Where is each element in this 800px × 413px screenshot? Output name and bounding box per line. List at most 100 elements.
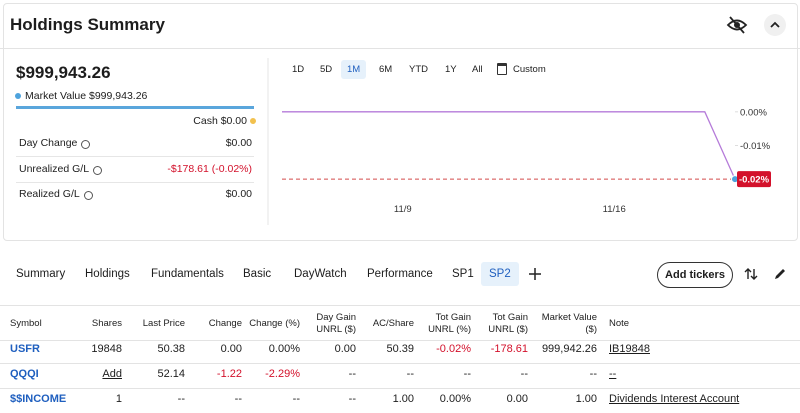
tab[interactable]: Fundamentals [151,268,224,280]
table-cell: -- [463,368,471,380]
column-header: Symbol [10,318,42,329]
column-header: Day Gain UNRL ($) [316,312,356,335]
y-tick-label: -0.01% [740,141,771,152]
row-label: Unrealized G/L [19,162,90,175]
row-divider [16,181,254,183]
collapse-button[interactable] [763,13,787,37]
column-header: Last Price [142,318,185,329]
table-cell: -- [234,393,242,405]
tab[interactable]: Summary [16,268,66,280]
table-cell: -0.02% [436,343,471,355]
symbol-link[interactable]: $$INCOME [10,393,67,405]
range-button[interactable]: All [472,64,483,75]
tab[interactable]: Performance [367,268,433,280]
column-header: Change [208,318,242,329]
tab[interactable]: Holdings [85,268,130,280]
total-value: $999,943.26 [16,63,111,82]
column-header: AC/Share [372,318,414,329]
edit-icon[interactable] [773,267,787,281]
add-tab[interactable] [528,267,542,281]
table-cell: -- [348,393,356,405]
column-header: Tot Gain UNRL ($) [488,312,528,335]
range-button[interactable]: 1M [341,60,367,79]
header-divider [0,48,800,49]
table-cell: 0.00 [506,393,528,405]
row-label: Day Change [19,137,78,149]
row-value: -$178.61 (-0.02%) [167,162,252,175]
tab[interactable]: Basic [243,268,272,280]
column-header: Shares [91,318,122,329]
table-cell: -2.29% [265,368,300,380]
table-cell: 19848 [91,343,122,355]
row-value: $0.00 [225,137,252,149]
table-cell: -- [348,368,356,380]
y-tick-label: 0.00% [740,107,767,118]
table-cell[interactable]: Add [102,368,122,380]
x-tick-label: 11/16 [603,204,626,215]
hide-icon[interactable] [726,15,748,35]
tab[interactable]: SP2 [481,262,519,286]
cash-dot [250,118,256,124]
table-cell: -- [406,368,414,380]
range-button[interactable]: 6M [379,64,393,75]
column-header: Change (%) [249,318,300,329]
range-button[interactable]: YTD [409,64,428,75]
info-icon [81,140,91,149]
cash-value: Cash $0.00 [193,115,247,127]
table-cell: Dividends Interest Account [609,393,740,405]
table-cell: -- [177,393,185,405]
row-divider [16,156,254,157]
table-cell: 0.00 [220,343,242,355]
range-button[interactable]: 1D [292,64,305,75]
market-value: Market Value $999,943.26 [25,90,148,102]
market-dot [15,93,21,99]
row-value: $0.00 [225,188,252,200]
table-cell: -- [609,368,617,380]
row-line [0,388,800,389]
allocation-bar [16,106,254,109]
table-cell: -1.22 [216,368,242,380]
value-label-bg [737,171,771,188]
value-label: -0.02% [739,175,770,186]
info-icon [93,165,103,175]
row-line [0,363,800,364]
header-line [0,340,800,341]
table-cell: 1.00 [392,393,414,405]
range-button[interactable]: 5D [320,64,333,75]
table-cell: -178.61 [490,343,528,355]
range-button[interactable]: Custom [513,64,546,75]
page-title: Holdings Summary [10,15,165,34]
summary-panel [3,3,798,241]
add-tickers-button[interactable]: Add tickers [657,262,733,288]
symbol-link[interactable]: USFR [10,343,40,355]
tab[interactable]: SP1 [452,268,474,280]
table-cell: 0.00% [268,343,300,355]
column-header: Note [609,318,630,329]
table-cell: 1 [115,393,122,405]
table-cell: -- [292,393,300,405]
calendar-icon [497,63,507,75]
table-cell: 0.00% [439,393,471,405]
row-label: Realized G/L [19,188,80,200]
table-cell: 50.39 [386,343,414,355]
chart: 0.00% -0.01% 11/9 11/16 -0.02% [267,58,771,225]
range-button[interactable]: 1Y [445,64,457,75]
table-cell: -- [589,368,597,380]
line-series [282,111,736,180]
table-cell: 0.00 [334,343,356,355]
table-cell: 52.14 [157,368,185,380]
sort-icon[interactable] [744,267,758,281]
column-header: Tot Gain UNRL (%) [428,312,471,335]
info-icon [83,191,93,200]
table-top-line [0,305,800,306]
table-cell: 999,942.26 [541,343,597,355]
table-cell: IB19848 [609,343,650,355]
table-cell: 1.00 [575,393,597,405]
table-cell: -- [520,368,528,380]
column-header: Market Value ($) [541,312,597,335]
tab[interactable]: DayWatch [294,268,347,280]
x-tick-label: 11/9 [394,204,412,215]
symbol-link[interactable]: QQQI [10,368,39,380]
table-cell: 50.38 [157,343,185,355]
